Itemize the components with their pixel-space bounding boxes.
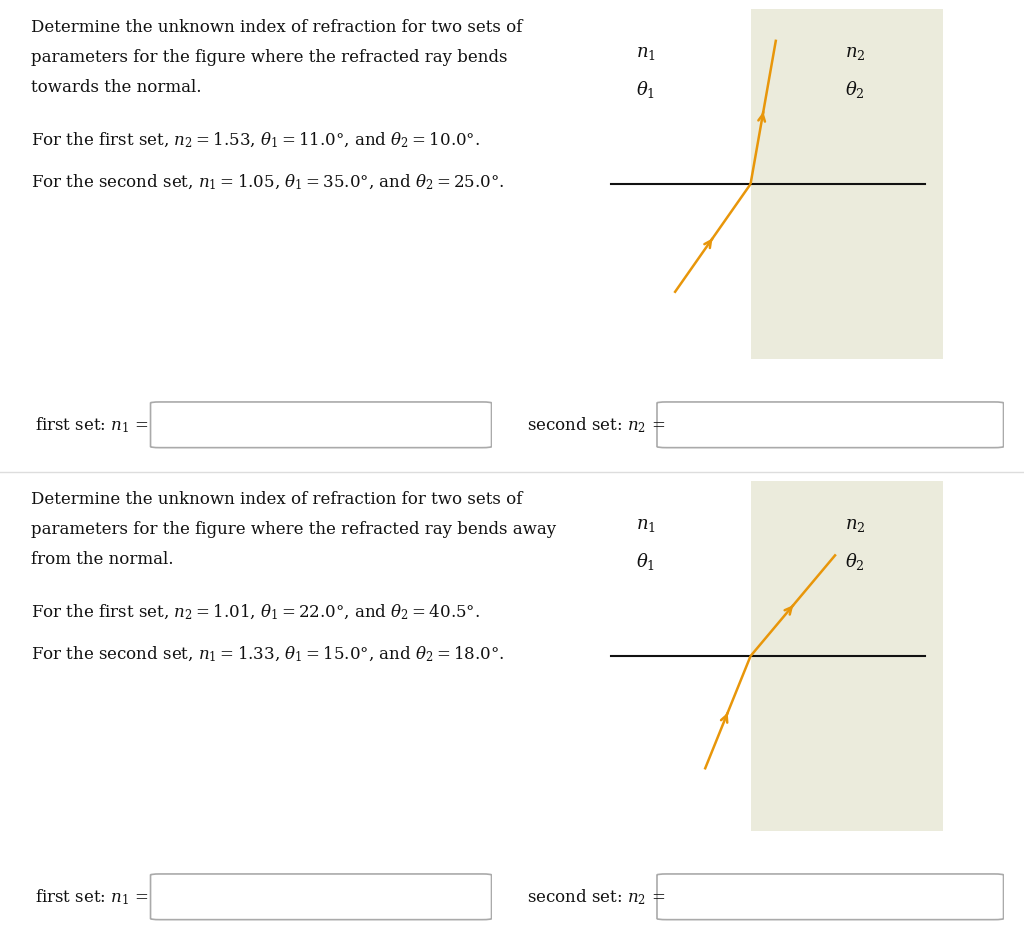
Text: For the first set, $n_2 = 1.53$, $\theta_1 = 11.0°$, and $\theta_2 = 10.0°$.: For the first set, $n_2 = 1.53$, $\theta… [31, 130, 479, 150]
FancyBboxPatch shape [151, 402, 492, 447]
Text: For the second set, $n_1 = 1.33$, $\theta_1 = 15.0°$, and $\theta_2 = 18.0°$.: For the second set, $n_1 = 1.33$, $\thet… [31, 645, 504, 665]
Text: Determine the unknown index of refraction for two sets of: Determine the unknown index of refractio… [31, 19, 522, 36]
Text: $n_1$: $n_1$ [636, 44, 655, 62]
Text: $\theta_2$: $\theta_2$ [846, 551, 865, 572]
Text: first set: $n_1$ =: first set: $n_1$ = [35, 415, 150, 434]
Text: For the first set, $n_2 = 1.01$, $\theta_1 = 22.0°$, and $\theta_2 = 40.5°$.: For the first set, $n_2 = 1.01$, $\theta… [31, 602, 479, 622]
Text: Determine the unknown index of refraction for two sets of: Determine the unknown index of refractio… [31, 491, 522, 508]
FancyBboxPatch shape [151, 874, 492, 919]
Text: second set: $n_2$ =: second set: $n_2$ = [527, 887, 666, 906]
Text: towards the normal.: towards the normal. [31, 79, 202, 96]
FancyBboxPatch shape [657, 874, 1004, 919]
Text: parameters for the figure where the refracted ray bends away: parameters for the figure where the refr… [31, 521, 556, 538]
Bar [751, 481, 943, 831]
Text: For the second set, $n_1 = 1.05$, $\theta_1 = 35.0°$, and $\theta_2 = 25.0°$.: For the second set, $n_1 = 1.05$, $\thet… [31, 173, 504, 193]
Text: parameters for the figure where the refracted ray bends: parameters for the figure where the refr… [31, 49, 507, 66]
Text: $\theta_1$: $\theta_1$ [636, 551, 655, 572]
Text: $n_2$: $n_2$ [845, 516, 865, 534]
Text: $\theta_1$: $\theta_1$ [636, 79, 655, 100]
Text: $n_2$: $n_2$ [845, 44, 865, 62]
Text: $n_1$: $n_1$ [636, 516, 655, 534]
Text: second set: $n_2$ =: second set: $n_2$ = [527, 415, 666, 434]
Text: $\theta_2$: $\theta_2$ [846, 79, 865, 100]
Text: first set: $n_1$ =: first set: $n_1$ = [35, 887, 150, 906]
Text: from the normal.: from the normal. [31, 551, 173, 568]
FancyBboxPatch shape [657, 402, 1004, 447]
Bar [751, 9, 943, 359]
